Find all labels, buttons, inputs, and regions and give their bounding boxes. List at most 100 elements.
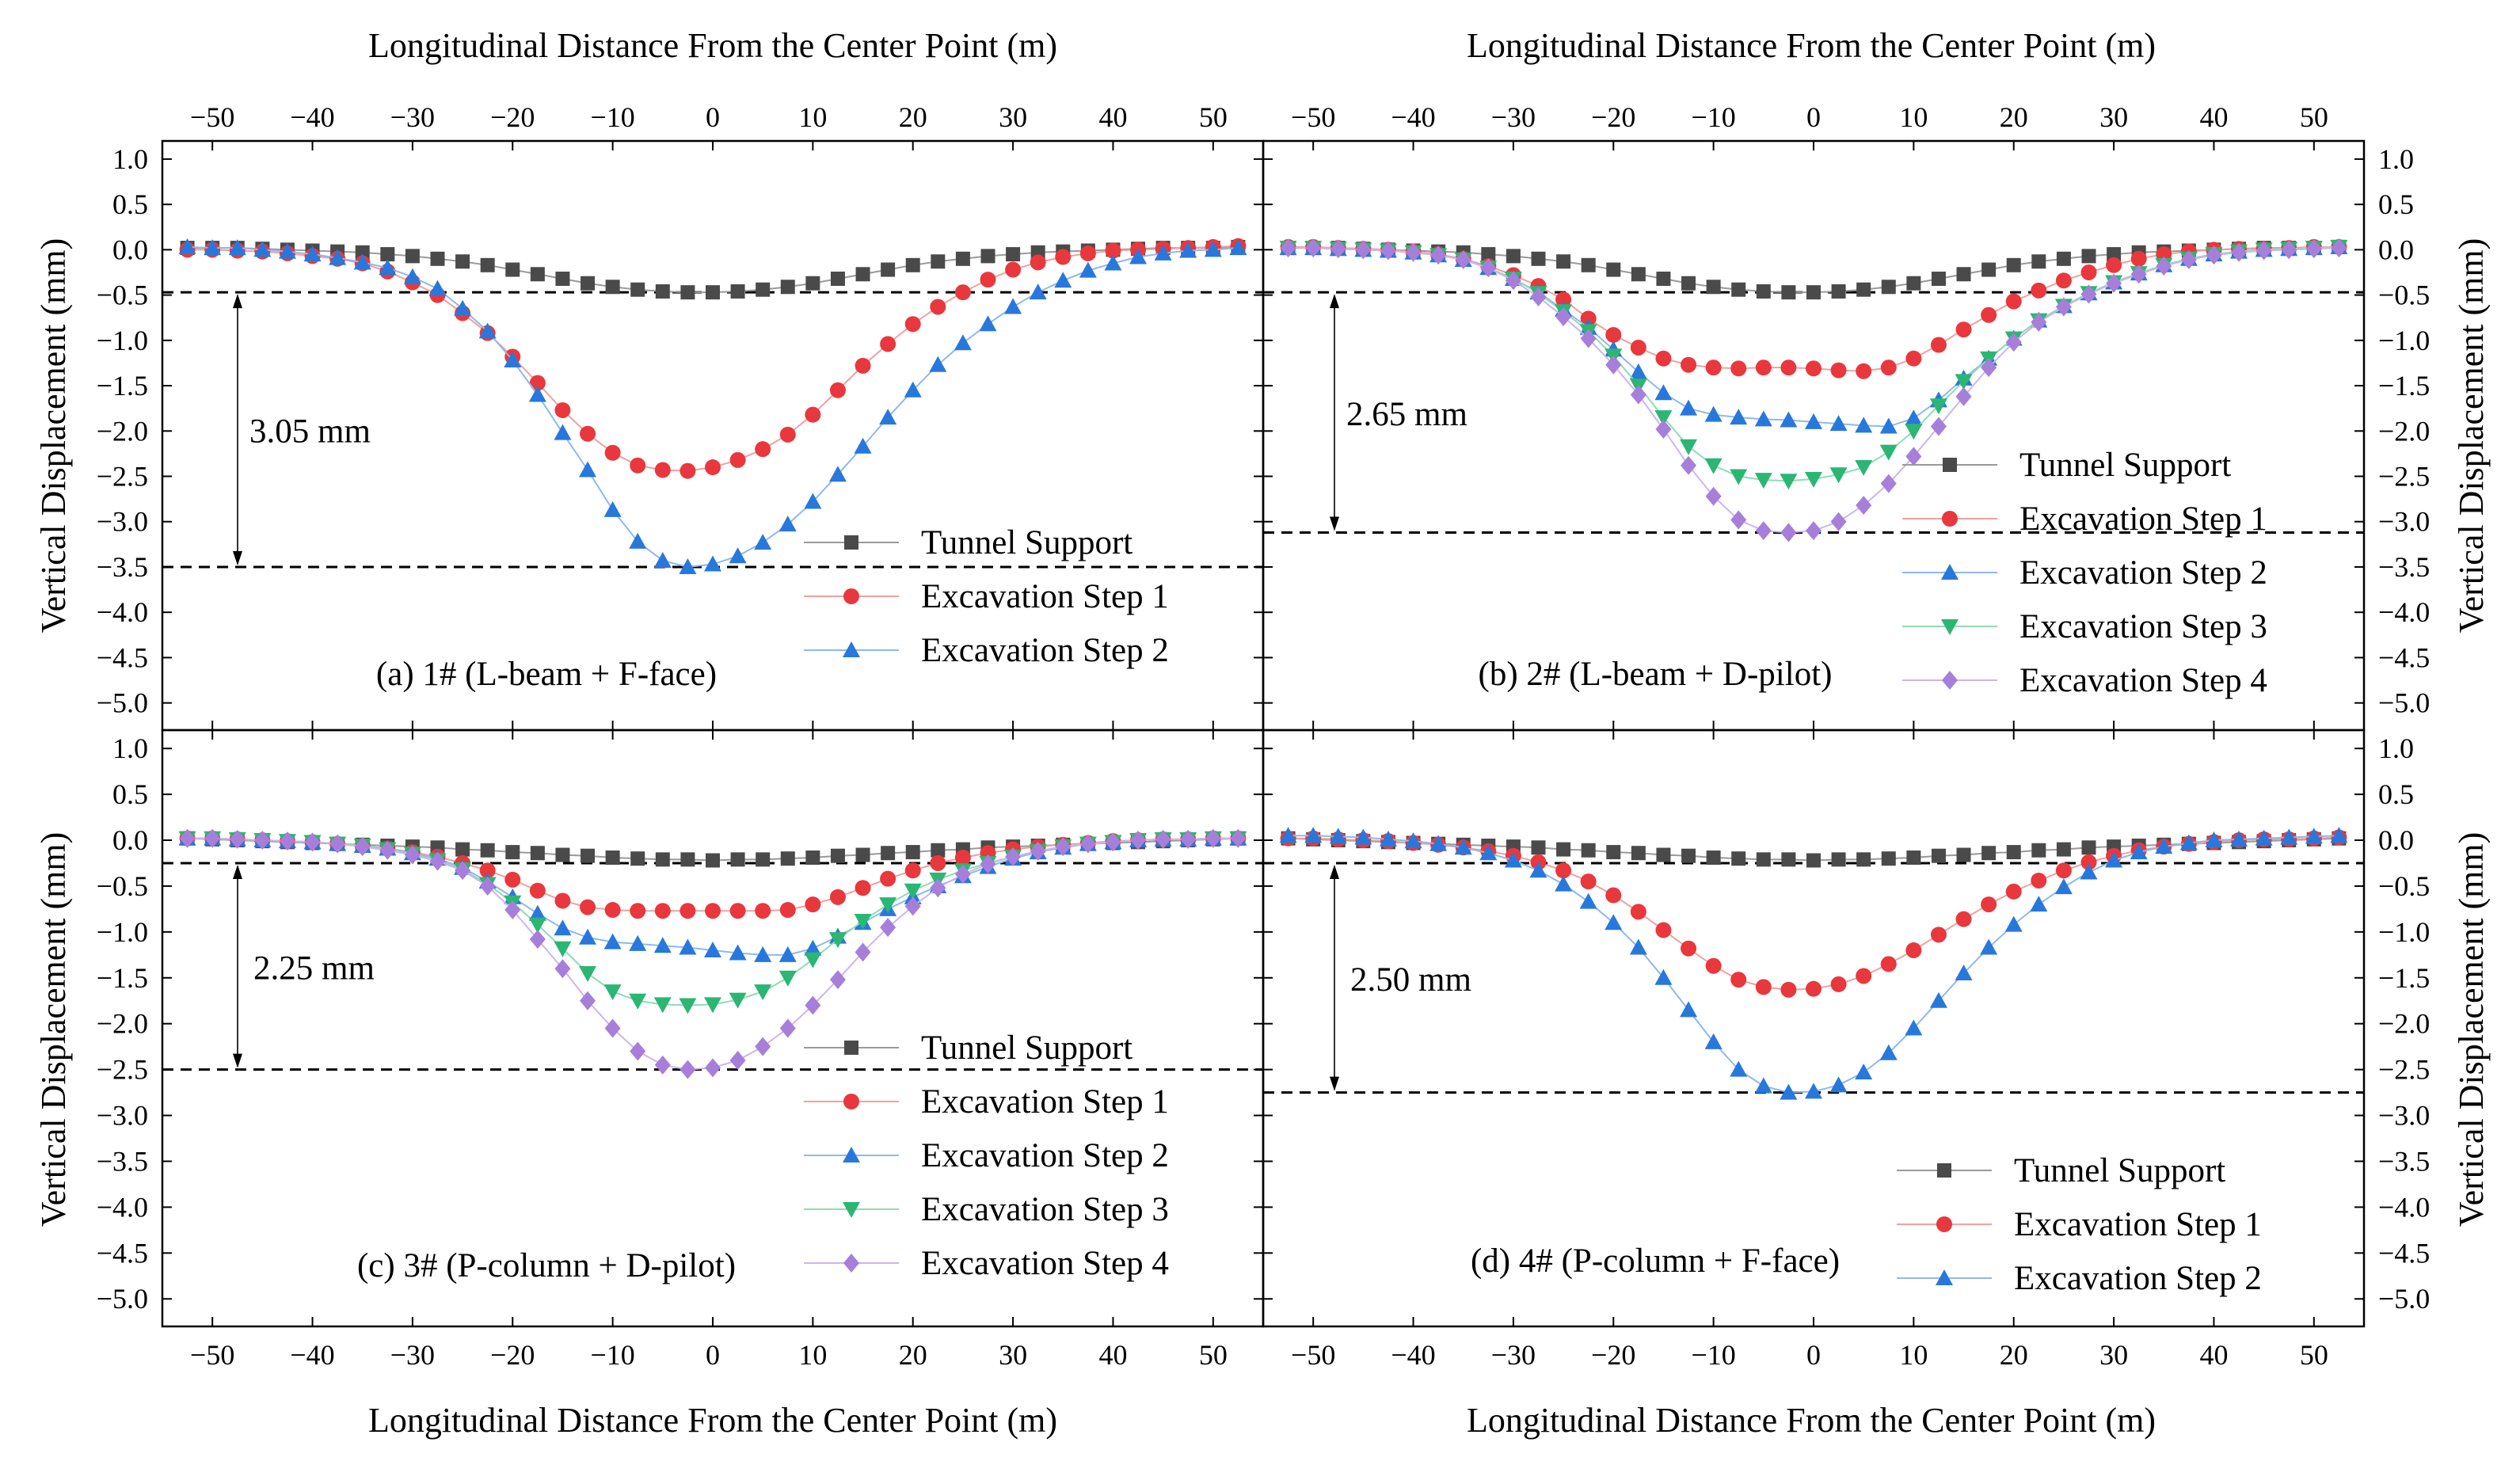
data-point	[404, 845, 421, 865]
data-point	[604, 444, 621, 461]
data-point	[1731, 851, 1746, 866]
y-tick-label: 0.5	[2378, 188, 2414, 220]
data-point	[2179, 834, 2198, 850]
y-axis-title-left-bottom: Vertical Displacement (mm)	[34, 832, 73, 1227]
data-point	[1780, 411, 1798, 428]
y-tick-label: −3.0	[97, 506, 148, 538]
data-point	[654, 903, 671, 919]
x-tick-label: −30	[390, 101, 435, 133]
data-point	[1680, 399, 1698, 416]
legend-marker	[843, 1202, 860, 1218]
data-point	[1730, 972, 1747, 988]
data-point	[1681, 356, 1697, 373]
data-point	[854, 437, 872, 454]
data-point	[679, 1060, 696, 1079]
x-tick-label: −50	[1291, 101, 1335, 133]
panel-label: (c) 3# (P-column + D-pilot)	[357, 1247, 736, 1284]
data-point	[2255, 829, 2273, 846]
data-point	[1006, 247, 1021, 262]
legend-marker	[843, 1094, 859, 1109]
data-point	[555, 271, 570, 286]
data-point	[1780, 523, 1797, 542]
data-point	[1805, 471, 1822, 488]
data-point	[855, 357, 871, 374]
y-tick-label: −2.5	[97, 461, 148, 493]
data-point	[1756, 284, 1771, 299]
data-point	[653, 997, 672, 1014]
data-point	[1806, 980, 1821, 997]
data-point	[1981, 306, 1997, 323]
top-axis-title-right: Longitudinal Distance From the Center Po…	[1467, 26, 2156, 65]
data-point	[1606, 845, 1621, 860]
data-point	[1929, 991, 1947, 1008]
data-point	[828, 932, 847, 949]
data-point	[679, 938, 697, 955]
data-point	[580, 899, 596, 915]
y-tick-label: −2.0	[97, 415, 148, 447]
legend-label: Excavation Step 4	[2019, 662, 2267, 699]
data-point	[929, 356, 947, 372]
data-point	[2106, 257, 2122, 273]
data-point	[554, 919, 572, 936]
data-point	[1055, 249, 1072, 265]
x-tick-label: 40	[2199, 101, 2228, 133]
data-point	[1905, 409, 1923, 426]
data-point	[1929, 398, 1947, 415]
data-point	[581, 848, 596, 863]
data-point	[303, 245, 322, 262]
data-point	[603, 500, 622, 517]
data-point	[2130, 264, 2147, 284]
data-point	[1505, 271, 1521, 291]
data-point	[178, 238, 196, 254]
data-point	[2230, 830, 2248, 847]
data-point	[2031, 254, 2046, 269]
data-point	[1579, 892, 1597, 909]
data-point	[1906, 276, 1921, 291]
data-point	[1654, 410, 1673, 427]
data-point	[1730, 1060, 1748, 1077]
data-point	[455, 842, 470, 857]
y-tick-label: 0.5	[112, 778, 148, 810]
data-point	[630, 903, 646, 919]
data-point	[1580, 310, 1597, 327]
legend-marker	[843, 588, 859, 604]
y-tick-label: −2.5	[2378, 461, 2430, 493]
data-point	[2130, 250, 2147, 267]
data-point	[2330, 827, 2348, 843]
legend-label: Tunnel Support	[921, 524, 1132, 561]
data-point	[1605, 887, 1622, 904]
x-tick-label: −20	[490, 1339, 535, 1371]
data-point	[680, 852, 695, 867]
y-tick-label: 0.0	[2378, 234, 2414, 265]
data-point	[1981, 896, 1997, 913]
data-point	[1905, 1019, 1923, 1036]
legend-marker	[844, 1041, 858, 1055]
bottom-axis-title-right: Longitudinal Distance From the Center Po…	[1467, 1401, 2156, 1440]
data-point	[2006, 257, 2021, 272]
data-point	[403, 268, 421, 284]
data-point	[1704, 458, 1723, 474]
data-point	[1180, 829, 1197, 849]
data-point	[454, 299, 472, 316]
data-point	[1905, 447, 1922, 466]
data-point	[2056, 842, 2071, 857]
data-point	[1005, 261, 1022, 278]
data-point	[1380, 241, 1396, 261]
data-point	[2105, 851, 2123, 868]
data-point	[429, 851, 446, 871]
data-point	[1105, 832, 1121, 852]
data-point	[1656, 271, 1671, 286]
data-point	[930, 878, 946, 898]
data-point	[1354, 828, 1372, 845]
bottom-axis-title-left: Longitudinal Distance From the Center Po…	[368, 1401, 1057, 1440]
data-point	[1230, 828, 1247, 848]
x-tick-label: 10	[1899, 101, 1928, 133]
data-point	[2180, 249, 2197, 269]
data-point	[1580, 873, 1597, 890]
x-tick-label: 20	[899, 101, 927, 133]
legend-marker	[1937, 1163, 1951, 1178]
legend-marker	[843, 1254, 859, 1273]
data-point	[780, 851, 795, 866]
dimension-label: 2.50 mm	[1350, 961, 1471, 999]
